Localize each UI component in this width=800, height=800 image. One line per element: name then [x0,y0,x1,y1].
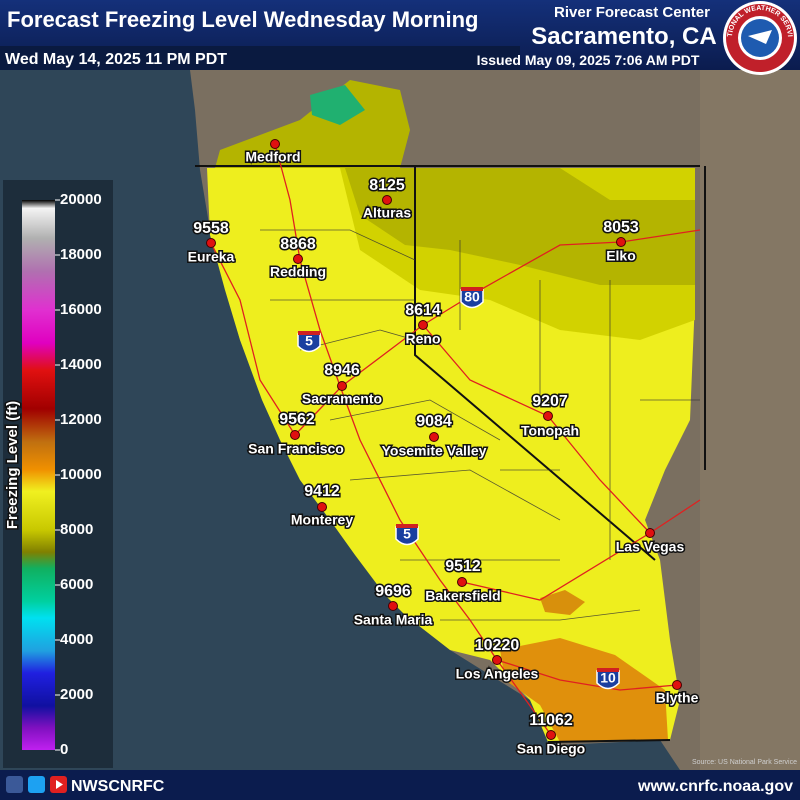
twitter-icon[interactable] [28,776,45,793]
city-dot [317,502,327,512]
legend-title: Freezing Level (ft) [4,401,21,529]
city-dot [429,432,439,442]
legend-tick-label: 4000 [60,631,93,648]
city-value: 9512 [445,558,481,575]
city-value: 8868 [280,236,316,253]
city-name: Eureka [188,249,235,265]
city-value: 9412 [304,483,340,500]
legend-tick-label: 20000 [60,191,102,208]
shield [460,289,484,309]
legend-tick-label: 18000 [60,246,102,263]
footer-handle[interactable]: NWSCNRFC [71,778,165,795]
city-value: 9696 [375,583,411,600]
city-name: Reno [406,331,441,347]
city-dot [388,601,398,611]
source-credit: Source: US National Park Service [692,759,797,766]
city-dot [546,730,556,740]
legend-panel [3,180,113,768]
city-dot [645,528,655,538]
freezing-zone-7500 [310,85,365,125]
city-value: 8053 [603,219,639,236]
city-name: Tonopah [521,423,579,439]
shield [395,526,419,546]
city-value: 11062 [529,712,573,729]
city-name: Bakersfield [425,588,500,604]
city-name: Blythe [656,690,699,706]
color-bar [22,200,55,750]
shield [297,333,321,353]
shield-top [461,287,483,291]
freezing-zone-10500-b [540,590,585,615]
city-dot [457,577,467,587]
youtube-play [56,780,63,789]
city-dot [543,411,553,421]
terrain-east [700,70,800,770]
header-band [0,46,520,70]
city-name: Redding [270,264,326,280]
shield-label: 5 [403,526,411,542]
freezing-zone-10500 [500,638,668,742]
city-name: Santa Maria [354,612,433,628]
city-value: 9562 [279,411,315,428]
legend-tick-label: 0 [60,741,68,758]
legend-tick-label: 10000 [60,466,102,483]
footer [0,770,800,800]
city-dot [337,381,347,391]
city-name: Las Vegas [616,539,685,555]
issued: Issued May 09, 2025 7:06 AM PDT [477,52,700,68]
legend-tick-label: 8000 [60,521,93,538]
legend-tick-label: 2000 [60,686,93,703]
legend-ticks: 2000018000160001400012000100008000600040… [55,191,102,758]
city-name: Sacramento [302,391,382,407]
center-line1: River Forecast Center [554,4,710,21]
legend-tick-label: 14000 [60,356,102,373]
logo-mark [748,30,772,44]
city-value: 9558 [193,220,229,237]
city-name: Monterey [291,512,353,528]
city-value: 9207 [532,393,568,410]
city-name: San Diego [517,741,585,757]
shield-top [396,524,418,528]
city-dot [382,195,392,205]
highway-shields: 5 80 5 10 [297,287,620,690]
city-dot [270,139,280,149]
city-name: Los Angeles [456,666,539,682]
legend-tick-label: 6000 [60,576,93,593]
city-value: 9084 [416,413,452,430]
city-dot [206,238,216,248]
shield-label: 10 [600,670,616,686]
state-borders [195,165,706,743]
city-dot [492,655,502,665]
city-dot [418,320,428,330]
city-name: Medford [245,149,300,165]
city-value: 8614 [405,302,441,319]
city-value: 8125 [369,177,405,194]
city-dot [293,254,303,264]
city-dot [672,680,682,690]
city-name: Elko [606,248,636,264]
facebook-icon[interactable] [6,776,23,793]
shield [596,670,620,690]
legend-tick-label: 12000 [60,411,102,428]
city-name: Alturas [363,205,411,221]
cities: Medford 9558 Eureka 8868 Redding 8125 Alturas 8… [186,139,700,758]
city-dot [290,430,300,440]
valid-time: Wed May 14, 2025 11 PM PDT [5,51,227,68]
city-dot [616,237,626,247]
city-name: San Francisco [248,441,344,457]
title: Forecast Freezing Level Wednesday Mornin… [7,7,479,32]
shield-top [298,331,320,335]
footer-url[interactable]: www.cnrfc.noaa.gov [637,778,793,795]
shield-top [597,668,619,672]
freezing-zone-oregon [215,80,410,168]
city-value: 10220 [475,637,520,654]
city-name: Yosemite Valley [382,443,487,459]
city-value: 8946 [324,362,360,379]
shield-label: 5 [305,333,313,349]
freezing-zone-8000 [345,168,695,285]
shield-label: 80 [464,289,480,305]
center-line2: Sacramento, CA [531,23,716,50]
legend-tick-label: 16000 [60,301,102,318]
